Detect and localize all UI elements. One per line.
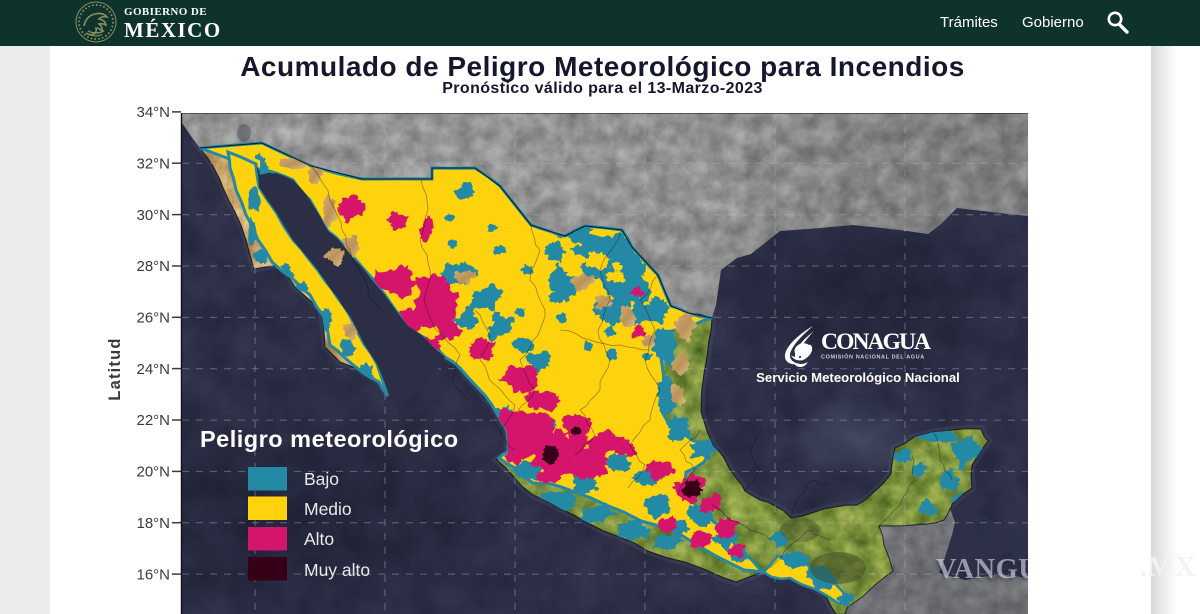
svg-text:34°N: 34°N [136, 104, 170, 121]
svg-text:Alto: Alto [304, 529, 334, 549]
svg-text:Peligro meteorológico: Peligro meteorológico [200, 426, 459, 452]
svg-text:CONAGUA: CONAGUA [821, 329, 931, 355]
svg-text:Muy alto: Muy alto [304, 560, 370, 580]
svg-text:Latitud: Latitud [106, 337, 124, 400]
svg-text:22°N: 22°N [136, 412, 170, 429]
svg-text:32°N: 32°N [136, 155, 170, 172]
svg-text:24°N: 24°N [136, 361, 170, 378]
svg-text:26°N: 26°N [136, 310, 170, 327]
svg-text:20°N: 20°N [136, 464, 170, 481]
svg-text:28°N: 28°N [136, 258, 170, 275]
svg-text:16°N: 16°N [136, 566, 170, 583]
svg-text:30°N: 30°N [136, 207, 170, 224]
svg-text:Medio: Medio [304, 499, 352, 519]
svg-text:VANGUARDIA.MX: VANGUARDIA.MX [936, 554, 1191, 585]
svg-text:.MX: .MX [1140, 552, 1196, 583]
svg-text:Gobierno: Gobierno [1022, 14, 1084, 31]
svg-text:Bajo: Bajo [304, 469, 339, 489]
svg-text:Trámites: Trámites [940, 14, 998, 31]
svg-text:COMISIÓN NACIONAL DEL AGUA: COMISIÓN NACIONAL DEL AGUA [821, 353, 925, 361]
svg-text:Servicio Meteorológico Naciona: Servicio Meteorológico Nacional [756, 370, 960, 385]
svg-text:18°N: 18°N [136, 515, 170, 532]
